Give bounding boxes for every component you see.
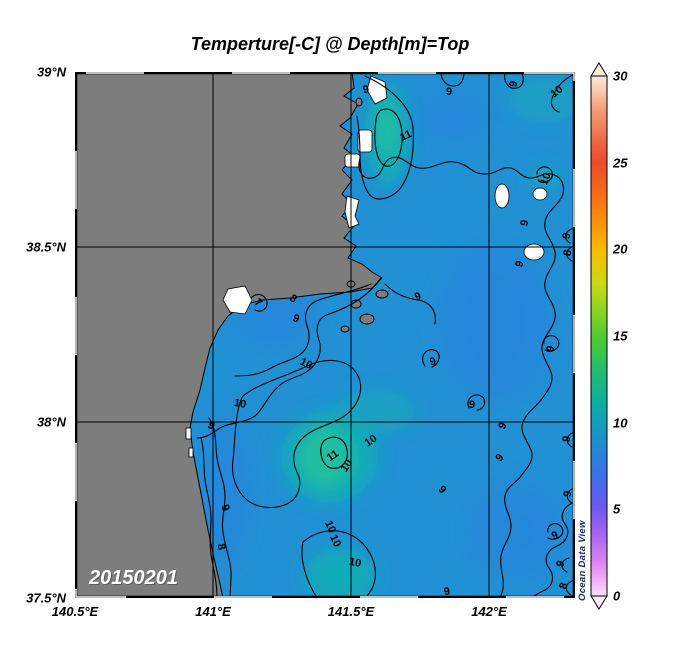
contour-label: 10 <box>327 533 343 549</box>
contour-label: 9 <box>413 290 423 303</box>
colorbar-tick: 20 <box>613 241 628 257</box>
contour-line <box>384 283 436 325</box>
contour-label: 9 <box>550 529 560 542</box>
contour-label: 9 <box>218 503 231 513</box>
colorbar-bottom-arrow <box>590 595 608 610</box>
contour-line <box>536 166 554 183</box>
contour-label: 8 <box>287 292 299 305</box>
contour-line <box>250 293 268 312</box>
y-tick-label: 38.5°N <box>26 239 66 255</box>
map-plot: 9 9 9 10 11 10 9 9 9 9 8 7 8 9 9 10 10 9 9 10 11 10 9 9 9 9 9 9 8 10 1… <box>74 71 581 605</box>
contour-lines <box>196 71 576 599</box>
contour-label: 9 <box>513 259 526 268</box>
contour-label: 10 <box>362 432 379 449</box>
map-frame-zebra <box>75 72 575 598</box>
y-tick-label: 38°N <box>36 414 66 430</box>
x-tick-label: 141.5°E <box>327 604 375 619</box>
colorbar-tick: 30 <box>613 68 628 84</box>
contour-label: 9 <box>560 232 573 240</box>
contour-line <box>547 523 564 540</box>
contour-label: 9 <box>554 559 567 569</box>
contour-label: 8 <box>215 542 228 551</box>
contour-line <box>208 417 232 599</box>
contour-line <box>374 108 403 167</box>
contour-label: 9 <box>560 435 573 443</box>
contour-label: 9 <box>443 585 451 598</box>
grid-lines <box>75 72 575 598</box>
contour-line <box>196 277 382 439</box>
date-label: 20150201 <box>89 567 178 589</box>
y-tick-label: 37.5°N <box>26 590 66 606</box>
contour-label: 8 <box>561 249 574 257</box>
contour-line <box>234 283 372 377</box>
contour-line <box>320 436 348 469</box>
contour-line <box>504 71 524 89</box>
contour-line <box>543 335 560 352</box>
contour-line <box>550 73 576 113</box>
contour-line <box>356 75 414 200</box>
contour-label: 9 <box>428 355 437 368</box>
x-tick-label: 140.5°E <box>51 604 99 619</box>
no-data-patches <box>185 75 548 458</box>
chart-title: Temperture[-C] @ Depth[m]=Top <box>190 34 470 54</box>
contour-label: 8 <box>557 581 570 591</box>
contour-line <box>561 557 570 573</box>
y-tick-label: 39°N <box>36 64 66 80</box>
contour-label: 9 <box>496 420 509 431</box>
x-tick-label: 141°E <box>195 604 231 619</box>
contour-label: 9 <box>518 219 531 227</box>
contour-label: 10 <box>322 519 338 535</box>
x-tick-label: 142°E <box>471 604 507 619</box>
contour-label: 9 <box>446 86 452 98</box>
contour-label: 10 <box>538 171 553 187</box>
colorbar-tick: 5 <box>613 501 621 517</box>
contour-line <box>422 349 440 368</box>
contour-label: 9 <box>561 490 574 498</box>
odv-watermark: Ocean Data View <box>577 520 588 601</box>
contour-label: 9 <box>507 79 520 88</box>
contour-label: 10 <box>338 457 355 474</box>
contour-line <box>530 501 576 599</box>
contour-line <box>467 394 486 411</box>
contour-line <box>301 530 376 599</box>
contour-line <box>231 359 362 509</box>
contour-label: 9 <box>291 312 301 325</box>
colorbar-top-arrow <box>590 62 608 77</box>
colorbar <box>590 62 608 610</box>
contour-label: 9 <box>362 83 370 96</box>
colorbar-tick: 15 <box>613 328 628 344</box>
contour-label: 11 <box>325 448 341 465</box>
colorbar-tick: 10 <box>613 415 628 431</box>
contour-label: 10 <box>348 556 362 570</box>
colorbar-tick: 25 <box>613 155 628 171</box>
contour-label: 9 <box>544 344 557 353</box>
contour-line <box>358 156 565 599</box>
contour-label: 11 <box>398 128 414 144</box>
contour-label: 9 <box>469 399 475 411</box>
contour-line <box>440 71 465 87</box>
colorbar-gradient <box>590 75 608 597</box>
colorbar-tick: 0 <box>613 588 621 604</box>
contour-label: 9 <box>205 419 216 432</box>
contour-label: 10 <box>298 356 314 372</box>
contour-label: 10 <box>233 397 247 411</box>
